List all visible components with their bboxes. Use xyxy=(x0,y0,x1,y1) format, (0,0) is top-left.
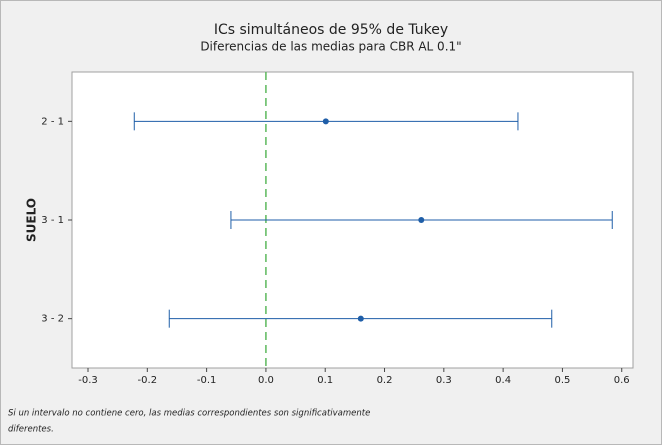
mean-point xyxy=(418,217,425,223)
x-tick-label: 0.0 xyxy=(258,375,274,386)
x-tick-label: 0.2 xyxy=(377,375,393,386)
chart-subtitle: Diferencias de las medias para CBR AL 0.… xyxy=(200,40,461,54)
footnote: Si un intervalo no contiene cero, las me… xyxy=(8,409,370,419)
y-axis-label: SUELO xyxy=(25,198,39,242)
y-tick-label: 3 - 2 xyxy=(41,314,64,325)
x-tick-label: -0.1 xyxy=(197,375,217,386)
mean-point xyxy=(322,118,329,125)
x-tick-label: 0.5 xyxy=(554,375,570,386)
x-tick-label: 0.6 xyxy=(614,375,630,386)
mean-point xyxy=(357,315,364,322)
x-tick-label: -0.3 xyxy=(78,375,98,386)
x-tick-label: 0.3 xyxy=(436,375,452,386)
y-tick-label: 2 - 1 xyxy=(41,116,64,127)
footnote: diferentes. xyxy=(8,425,54,435)
x-tick-label: -0.2 xyxy=(138,375,158,386)
x-tick-label: 0.1 xyxy=(317,375,333,386)
chart-title: ICs simultáneos de 95% de Tukey xyxy=(214,22,448,38)
y-tick-label: 3 - 1 xyxy=(41,215,64,226)
x-tick-label: 0.4 xyxy=(495,375,511,386)
